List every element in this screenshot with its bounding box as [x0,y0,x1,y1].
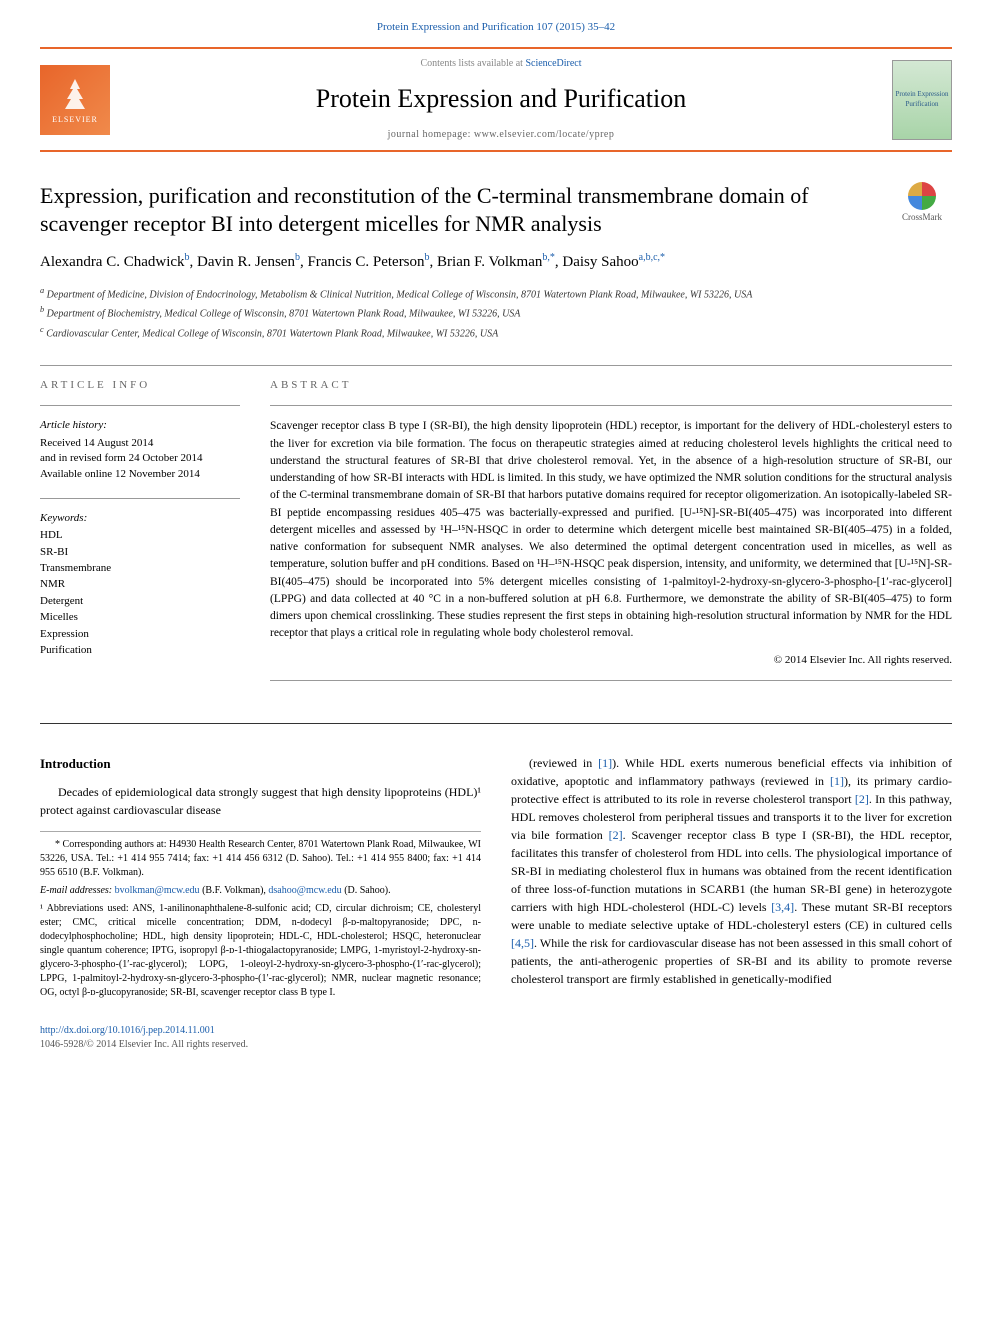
keywords-header: Keywords: [40,511,240,526]
article-info-heading: ARTICLE INFO [40,378,240,393]
ref-45[interactable]: [4,5] [511,936,534,950]
keyword: SR-BI [40,545,240,560]
rule-body-top [40,723,952,724]
affiliation: b Department of Biochemistry, Medical Co… [40,304,952,321]
author-aff: b,* [542,252,555,263]
citation-link[interactable]: Protein Expression and Purification 107 … [377,21,615,33]
history-line: and in revised form 24 October 2014 [40,451,240,466]
article-title: Expression, purification and reconstitut… [40,182,952,239]
history-header: Article history: [40,418,240,433]
ref-1[interactable]: [1] [598,756,612,770]
author: Daisy Sahoo [562,254,638,270]
body-p1: Decades of epidemiological data strongly… [40,783,481,819]
publisher-name: ELSEVIER [52,114,98,125]
crossmark-badge[interactable]: CrossMark [892,182,952,224]
issn-line: 1046-5928/© 2014 Elsevier Inc. All right… [40,1039,248,1050]
title-text: Expression, purification and reconstitut… [40,183,809,237]
p2-a: (reviewed in [529,756,598,770]
keyword: HDL [40,528,240,543]
journal-center: Contents lists available at ScienceDirec… [110,57,892,141]
authors-line: Alexandra C. Chadwickb, Davin R. Jensenb… [40,251,952,273]
page-footer: http://dx.doi.org/10.1016/j.pep.2014.11.… [40,1024,952,1052]
p2-g: . While the risk for cardiovascular dise… [511,936,952,986]
rule-abs-1 [270,405,952,406]
body-p2: (reviewed in [1]). While HDL exerts nume… [511,754,952,988]
author: Francis C. Peterson [307,254,424,270]
homepage-prefix: journal homepage: [388,129,474,140]
ref-1b[interactable]: [1] [830,774,844,788]
author: Alexandra C. Chadwick [40,254,185,270]
crossmark-label: CrossMark [902,212,942,224]
corresponding-author: * Corresponding authors at: H4930 Health… [40,838,481,880]
abstract-text: Scavenger receptor class B type I (SR-BI… [270,418,952,642]
ref-2b[interactable]: [2] [609,828,623,842]
email-line: E-mail addresses: bvolkman@mcw.edu (B.F.… [40,884,481,898]
body-columns: Introduction Decades of epidemiological … [40,754,952,1005]
email-2[interactable]: dsahoo@mcw.edu [268,885,341,896]
keyword: Micelles [40,610,240,625]
journal-cover-thumb: Protein Expression Purification [892,60,952,140]
homepage-url[interactable]: www.elsevier.com/locate/yprep [474,129,614,140]
article-info-column: ARTICLE INFO Article history: Received 1… [40,378,240,693]
doi-link[interactable]: http://dx.doi.org/10.1016/j.pep.2014.11.… [40,1025,215,1036]
abstract-heading: ABSTRACT [270,378,952,393]
header-citation[interactable]: Protein Expression and Purification 107 … [40,20,952,35]
author: Brian F. Volkman [437,254,542,270]
footnotes: * Corresponding authors at: H4930 Health… [40,831,481,1000]
email-1[interactable]: bvolkman@mcw.edu [115,885,200,896]
email-2-who: (D. Sahoo). [342,885,391,896]
email-1-who: (B.F. Volkman), [200,885,269,896]
keyword: Detergent [40,594,240,609]
rule-info-1 [40,405,240,406]
author-aff: b [425,252,430,263]
rule-1 [40,365,952,366]
ref-34[interactable]: [3,4] [771,900,794,914]
rule-abs-2 [270,680,952,681]
affiliations: a Department of Medicine, Division of En… [40,285,952,341]
contents-prefix: Contents lists available at [420,58,525,69]
affiliation: c Cardiovascular Center, Medical College… [40,324,952,341]
author-aff: b [295,252,300,263]
abbreviations: ¹ Abbreviations used: ANS, 1-anilinonaph… [40,902,481,1000]
keyword: Purification [40,643,240,658]
journal-homepage-line: journal homepage: www.elsevier.com/locat… [110,128,892,142]
abstract-copyright: © 2014 Elsevier Inc. All rights reserved… [270,653,952,668]
keyword: Expression [40,627,240,642]
author-aff: a,b,c,* [639,252,665,263]
p1-text: Decades of epidemiological data strongly… [40,785,481,817]
keyword: Transmembrane [40,561,240,576]
history-line: Available online 12 November 2014 [40,467,240,482]
crossmark-icon [908,182,936,210]
keyword: NMR [40,577,240,592]
rule-info-2 [40,498,240,499]
article-history: Article history: Received 14 August 2014… [40,418,240,482]
journal-banner: ELSEVIER Contents lists available at Sci… [40,47,952,151]
abstract-column: ABSTRACT Scavenger receptor class B type… [270,378,952,693]
email-label: E-mail addresses: [40,885,115,896]
affiliation: a Department of Medicine, Division of En… [40,285,952,302]
intro-heading: Introduction [40,754,481,774]
contents-line: Contents lists available at ScienceDirec… [110,57,892,71]
keywords-block: Keywords: HDL SR-BITransmembraneNMR Deterg… [40,511,240,659]
elsevier-tree-icon [55,74,95,114]
history-line: Received 14 August 2014 [40,436,240,451]
cover-text: Protein Expression Purification [895,90,949,110]
sciencedirect-link[interactable]: ScienceDirect [525,58,581,69]
author-aff: b [185,252,190,263]
journal-name: Protein Expression and Purification [110,81,892,117]
author: Davin R. Jensen [197,254,295,270]
publisher-logo: ELSEVIER [40,65,110,135]
ref-2[interactable]: [2] [855,792,869,806]
